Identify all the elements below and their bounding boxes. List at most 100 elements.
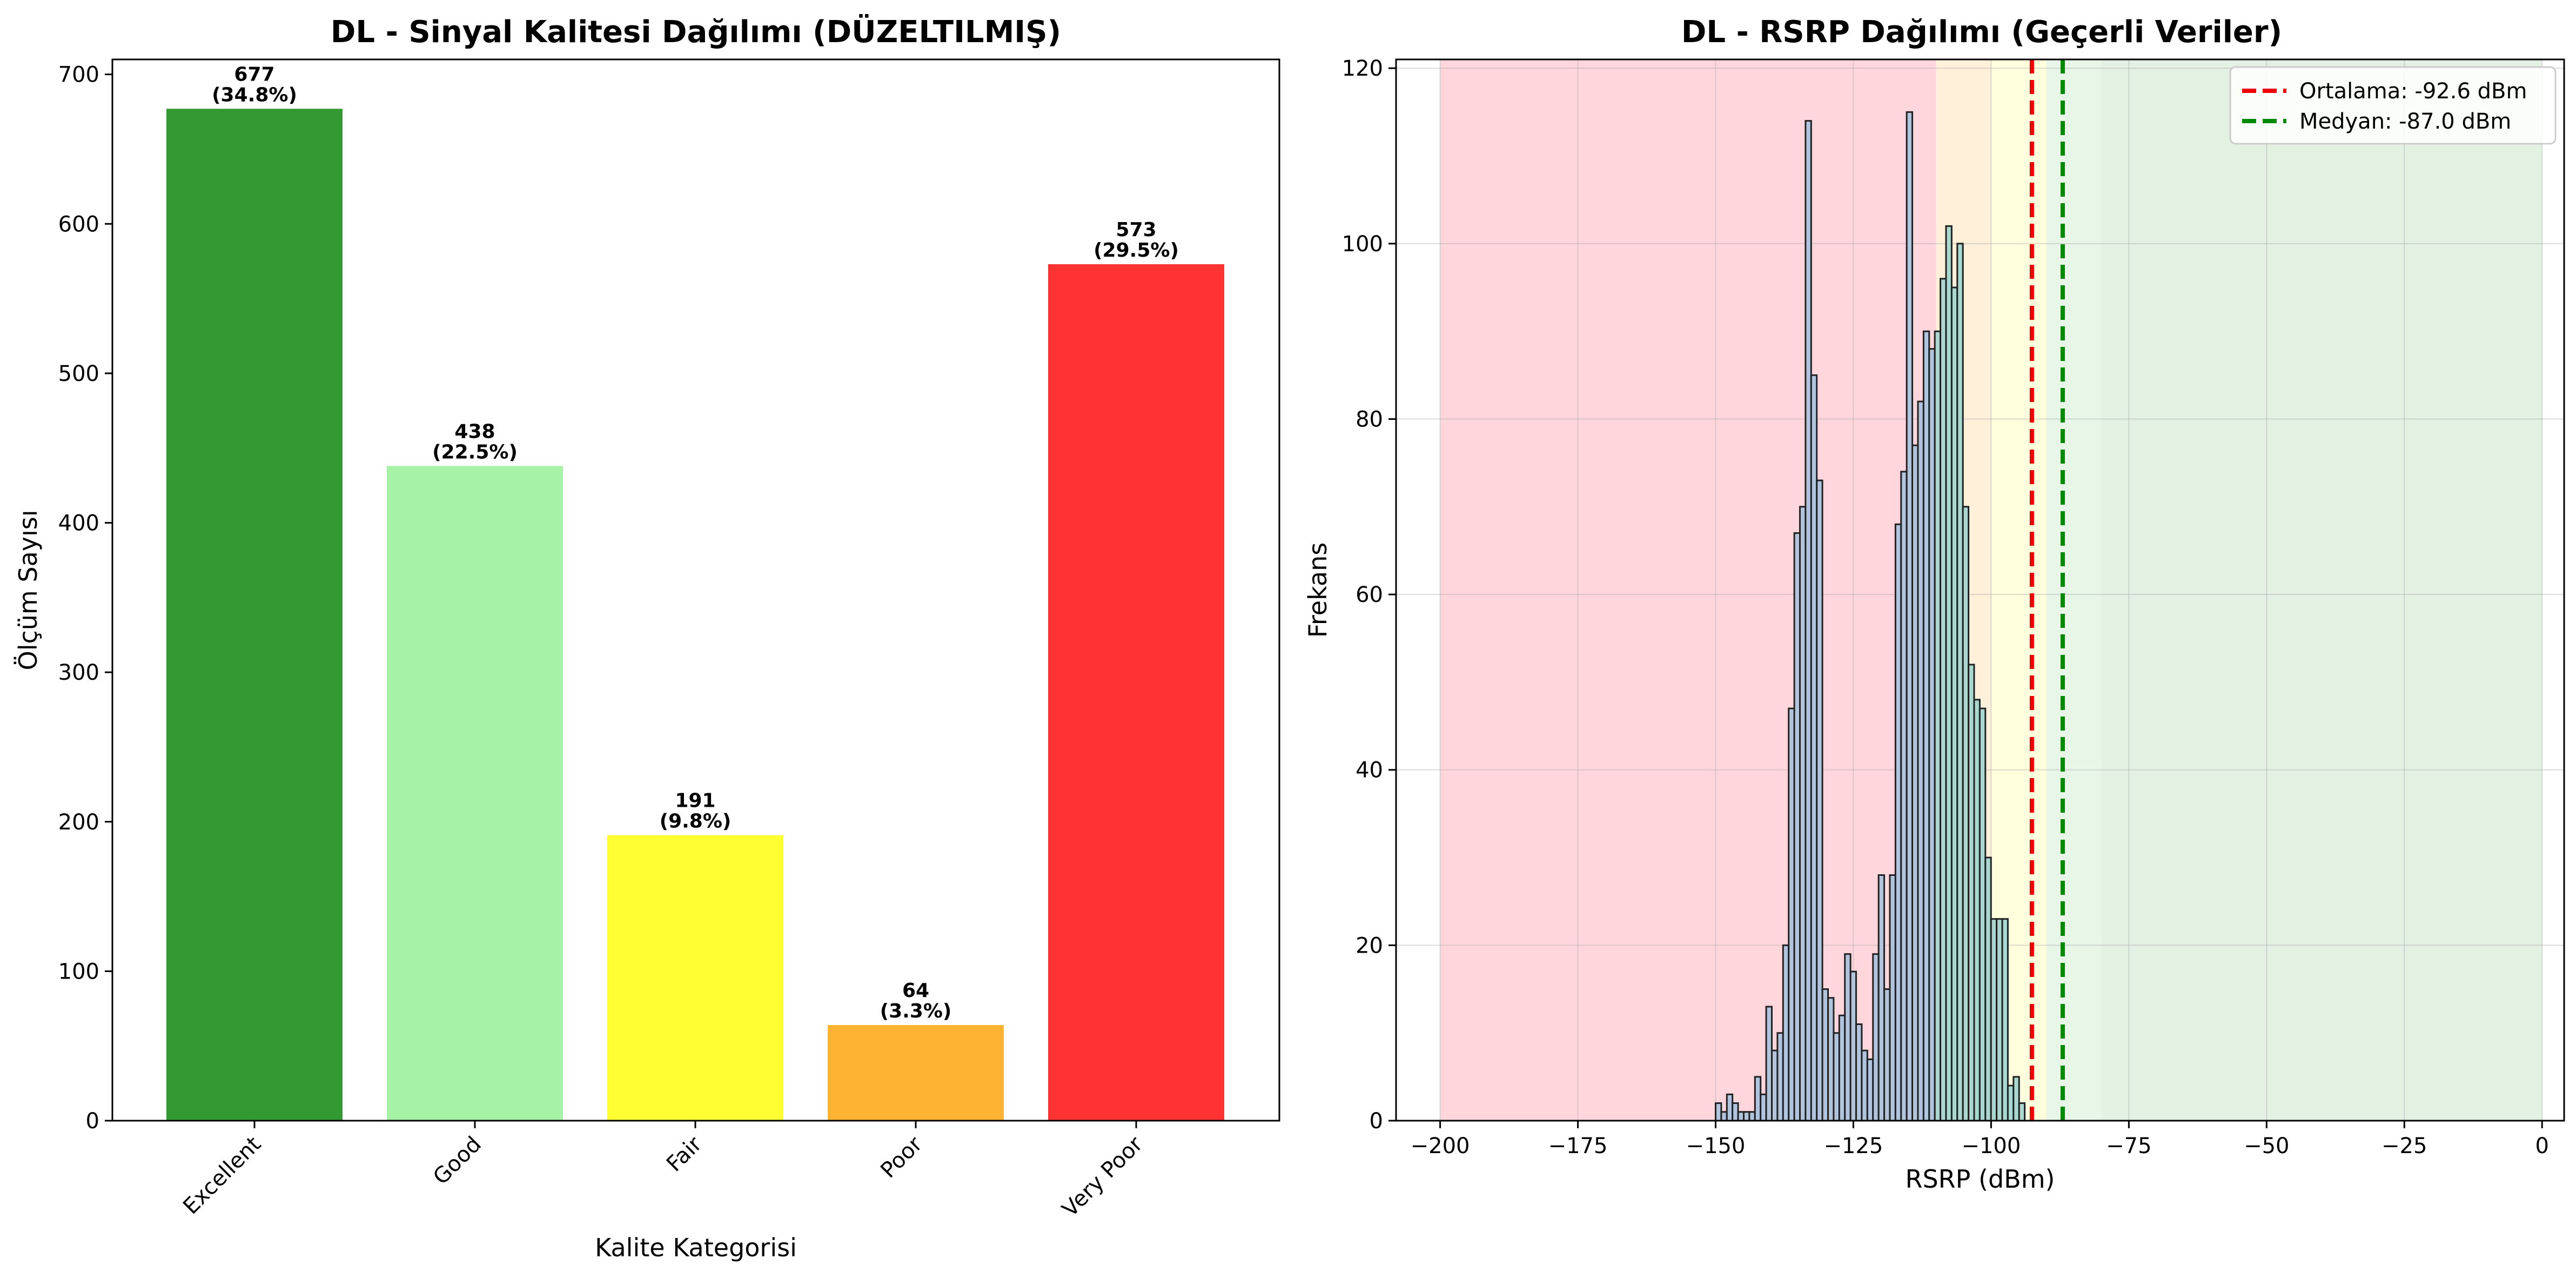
histogram-bar — [1990, 918, 1998, 1122]
histogram-x-axis: −200 −175 −150 −125 −100 −75 −50 −25 0 — [1411, 1121, 2549, 1159]
bar-value-label: 677 — [234, 63, 274, 85]
bar-plot-frame — [111, 58, 1280, 1122]
histogram-bar — [1771, 1049, 1779, 1122]
histogram-bar — [1743, 1111, 1750, 1122]
histogram-bar — [1889, 874, 1896, 1122]
histogram-bar — [1934, 330, 1942, 1122]
histogram-bar — [1866, 1058, 1874, 1122]
histogram-bar — [1793, 532, 1801, 1122]
histogram-bar — [1894, 523, 1902, 1122]
quality-zone — [2046, 59, 2102, 1121]
histogram-y-axis: 0 20 40 60 80 100 120 — [1342, 56, 1396, 1134]
bar-percent-label: (22.5%) — [432, 441, 518, 463]
histogram-bar — [1726, 1093, 1734, 1122]
x-tick-label: −75 — [2106, 1134, 2151, 1159]
histogram-bar — [1861, 1049, 1868, 1122]
histogram-title: DL - RSRP Dağılımı (Geçerli Veriler) — [1681, 15, 2282, 50]
bar-y-axis: 0 100 200 300 400 500 600 700 — [58, 63, 112, 1134]
rsrp-histogram: DL - RSRP Dağılımı (Geçerli Veriler) 0 20… — [1303, 15, 2565, 1194]
bar-y-axis-label: Ölçüm Sayısı — [14, 510, 43, 670]
legend-box — [2229, 66, 2557, 145]
histogram-y-axis-label: Frekans — [1303, 543, 1332, 638]
histogram-bar — [1810, 374, 1818, 1122]
bar-percent-label: (29.5%) — [1094, 239, 1179, 262]
histogram-bar — [1737, 1111, 1745, 1122]
bar-value-label: 438 — [454, 420, 495, 443]
histogram-bar — [1911, 444, 1919, 1122]
histogram-bar — [1956, 243, 1964, 1122]
histogram-legend: Ortalama: -92.6 dBm Medyan: -87.0 dBm — [2229, 66, 2557, 145]
histogram-bar — [1821, 988, 1829, 1122]
histogram-bar — [1714, 1102, 1722, 1122]
legend-entry: Ortalama: -92.6 dBm — [2299, 79, 2527, 104]
histogram-bar — [1968, 664, 1975, 1122]
y-tick-label: 0 — [1370, 1109, 1383, 1134]
histogram-bar — [1872, 953, 1880, 1122]
y-tick-label: 20 — [1356, 933, 1383, 958]
histogram-bar — [1833, 1032, 1840, 1122]
y-tick-label: 100 — [58, 959, 99, 984]
x-tick-label: −200 — [1411, 1134, 1470, 1159]
bar-value-label: 573 — [1116, 219, 1156, 241]
bar-fair — [607, 835, 783, 1121]
histogram-bar — [1917, 400, 1924, 1122]
histogram-bar — [1855, 1023, 1863, 1122]
bar-percent-label: (9.8%) — [660, 811, 732, 833]
histogram-bar — [1788, 707, 1795, 1122]
legend-entry: Medyan: -87.0 dBm — [2299, 109, 2511, 134]
x-tick-label: −125 — [1824, 1134, 1883, 1159]
bar-poor — [828, 1024, 1004, 1121]
histogram-bar — [1754, 1076, 1762, 1122]
histogram-bar — [1849, 970, 1857, 1122]
x-tick-label: −175 — [1548, 1134, 1608, 1159]
bar-percent-label: (3.3%) — [880, 1000, 952, 1022]
histogram-bar — [1776, 1032, 1784, 1122]
histogram-bar — [1883, 988, 1891, 1122]
histogram-bar — [1760, 1093, 1767, 1122]
histogram-bar — [1827, 997, 1835, 1122]
y-tick-label: 400 — [58, 511, 99, 536]
histogram-x-axis-label: RSRP (dBm) — [1906, 1164, 2055, 1194]
y-tick-label: 120 — [1342, 56, 1383, 81]
bar-excellent — [166, 109, 343, 1121]
bar-value-label: 64 — [902, 980, 929, 1002]
reference-lines — [2029, 59, 2065, 1121]
x-tick-label: −25 — [2382, 1134, 2427, 1159]
histogram-bar — [1782, 944, 1790, 1122]
histogram-grid — [1396, 59, 2564, 1121]
bar-value-label: 191 — [675, 790, 715, 812]
y-tick-label: 500 — [58, 361, 99, 386]
quality-zone — [1440, 59, 1936, 1121]
histogram-bar — [1748, 1111, 1756, 1122]
histogram-bar — [1900, 471, 1908, 1122]
y-tick-label: 0 — [86, 1109, 99, 1134]
histogram-bar — [1996, 918, 2003, 1122]
histogram-bar — [1940, 278, 1947, 1122]
x-tick-label: −50 — [2244, 1134, 2289, 1159]
bar-chart-title: DL - Sinyal Kalitesi Dağılımı (DÜZELTILM… — [331, 15, 1061, 50]
x-tick-label: −100 — [1961, 1134, 2021, 1159]
histogram-bar — [1765, 1006, 1773, 1122]
histogram-bar — [1838, 1014, 1846, 1122]
histogram-bar — [1906, 111, 1914, 1122]
histogram-bar — [1804, 120, 1812, 1122]
histogram-bar — [1732, 1102, 1739, 1122]
y-tick-label: 600 — [58, 212, 99, 237]
y-tick-label: 80 — [1356, 407, 1383, 432]
histogram-bar — [1950, 286, 1958, 1122]
bar-good — [387, 466, 563, 1121]
histogram-bar — [1945, 225, 1953, 1122]
histogram-bar — [1816, 479, 1823, 1122]
y-tick-label: 40 — [1356, 758, 1383, 783]
y-tick-label: 200 — [58, 810, 99, 835]
y-tick-label: 60 — [1356, 582, 1383, 607]
histogram-plot-frame — [1395, 58, 2565, 1122]
quality-bar-chart: DL - Sinyal Kalitesi Dağılımı (DÜZELTILM… — [14, 15, 1280, 1262]
histogram-bar — [1984, 856, 1992, 1122]
histogram-bar — [1844, 953, 1852, 1122]
y-tick-label: 100 — [1342, 232, 1383, 257]
x-tick-label: 0 — [2535, 1134, 2548, 1159]
y-tick-label: 700 — [58, 63, 99, 88]
quality-zones — [1440, 59, 2543, 1121]
